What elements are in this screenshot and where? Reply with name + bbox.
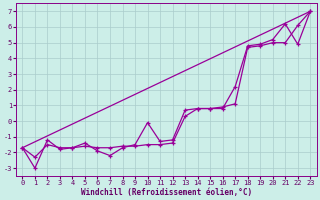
- X-axis label: Windchill (Refroidissement éolien,°C): Windchill (Refroidissement éolien,°C): [81, 188, 252, 197]
